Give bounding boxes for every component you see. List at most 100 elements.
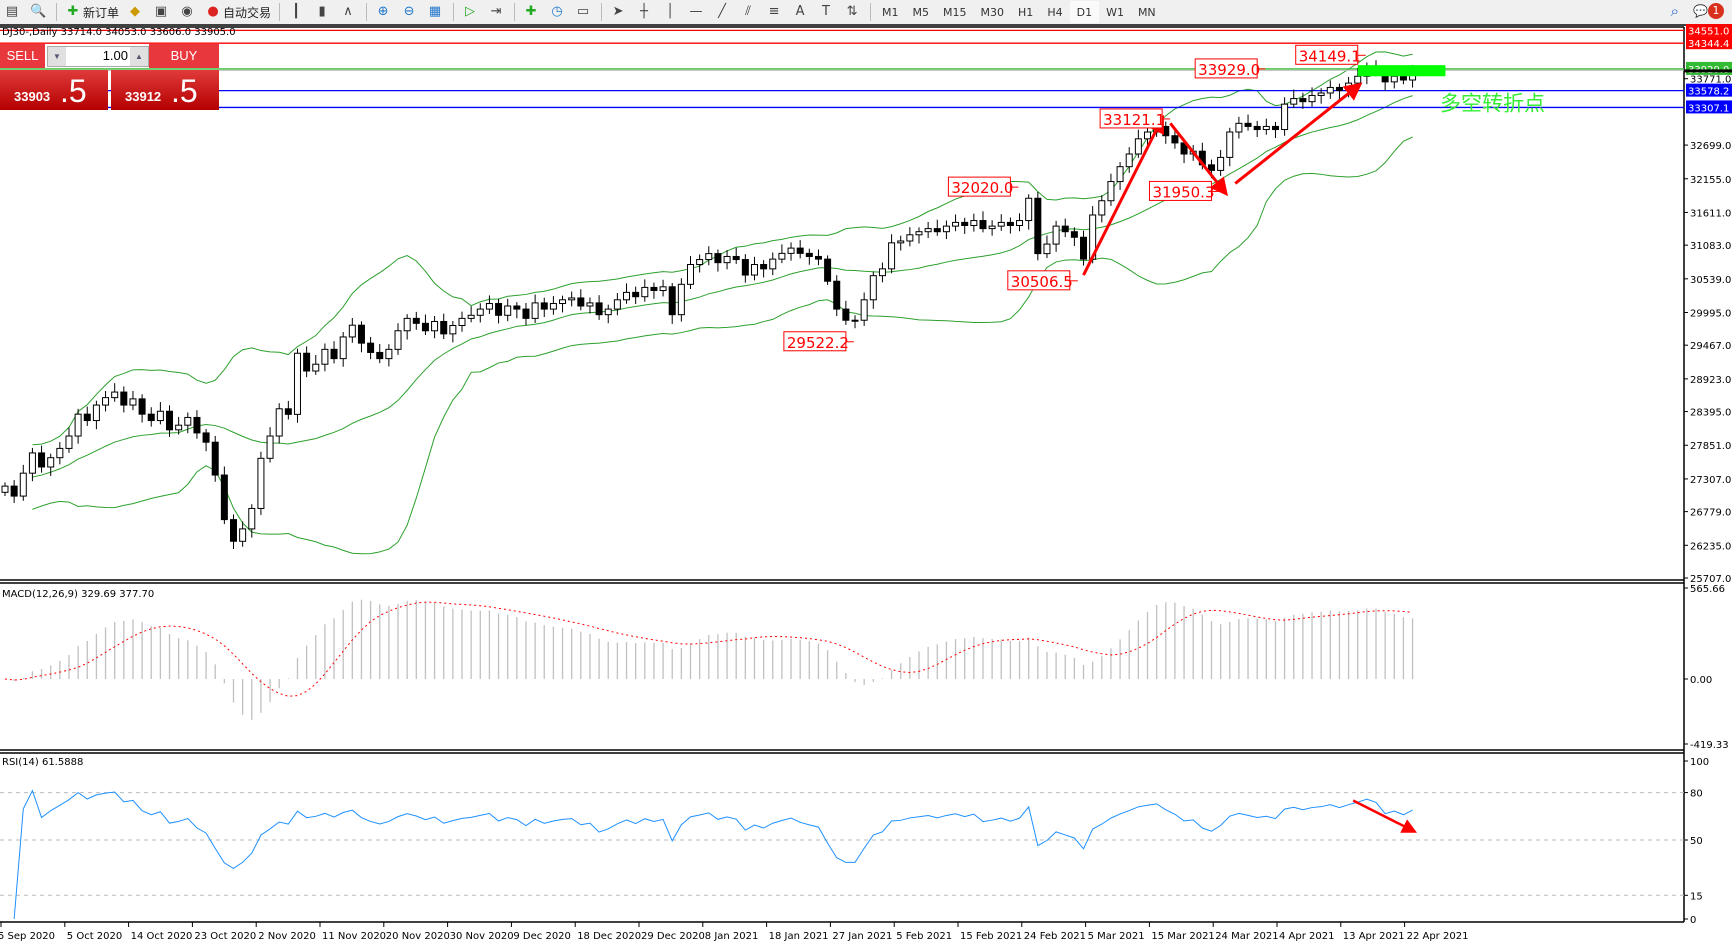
arrows-button[interactable]: ⇅ (840, 1, 866, 23)
bear-candle (412, 317, 420, 324)
timeframe-w1[interactable]: W1 (1106, 5, 1124, 19)
bull-candle (92, 404, 100, 422)
zoom-window-button[interactable]: 🔍 (26, 1, 52, 23)
metaeditor-button[interactable]: ◆ (123, 1, 149, 23)
signals-button[interactable]: ◉ (175, 1, 201, 23)
x-tick-label: 5 Sep 2020 (0, 931, 55, 942)
terminal-button[interactable]: ▣ (149, 1, 175, 23)
timeframe-mn[interactable]: MN (1137, 5, 1156, 19)
cursor-button[interactable]: ➤ (606, 1, 632, 23)
bull-candle (431, 320, 439, 332)
templates-button[interactable]: ▭ (571, 1, 597, 23)
y-tick-label: 27307.0 (1690, 475, 1731, 486)
bull-candle (321, 348, 329, 365)
toolbar-separator (279, 3, 281, 21)
bar-chart-icon: ┃ (292, 4, 300, 19)
crosshair-button[interactable]: ┼ (632, 1, 658, 23)
zoom-in-button[interactable]: ⊕ (371, 1, 397, 23)
vertical-line-button[interactable]: │ (658, 1, 684, 23)
lot-size-stepper[interactable]: ▼ 1.00 ▲ (47, 46, 149, 67)
bull-candle (778, 252, 786, 260)
bear-candle (824, 258, 832, 282)
rsi-line (13, 789, 1413, 920)
sell-price-button[interactable]: 33903 .5 (0, 70, 108, 110)
toolbar-separator (453, 3, 455, 21)
bar-chart-button[interactable]: ┃ (284, 1, 310, 23)
timeframe-d1[interactable]: D1 (1069, 1, 1100, 23)
periods-icon: ◷ (551, 4, 563, 19)
bear-candle (166, 410, 174, 431)
bear-candle (211, 441, 219, 476)
bull-candle (623, 291, 631, 301)
bear-candle (1171, 135, 1179, 144)
text-button[interactable]: A (788, 1, 814, 23)
bull-candle (1144, 131, 1151, 140)
bull-candle (1290, 98, 1298, 105)
bull-candle (942, 225, 950, 233)
indicators-button[interactable]: ✚ (519, 1, 545, 23)
notifications-button[interactable]: 💬 1 (1693, 3, 1724, 19)
new-chart-icon: ▤ (5, 4, 19, 19)
candlestick-button[interactable]: ▮ (310, 1, 336, 23)
equidistant-channel-button[interactable]: ⫽ (736, 1, 762, 23)
bull-candle (1326, 86, 1334, 94)
metaeditor-icon: ◆ (130, 4, 141, 19)
line-chart-button[interactable]: ∧ (336, 1, 362, 23)
search-icon[interactable]: ⌕ (1670, 2, 1680, 20)
bull-candle (997, 221, 1005, 227)
y-tick-label: 28395.0 (1690, 408, 1731, 419)
toolbar-label: 新订单 (83, 5, 120, 20)
x-tick-label: 11 Nov 2020 (322, 931, 386, 942)
cursor-icon: ➤ (612, 4, 624, 19)
text-label-button[interactable]: T (814, 1, 840, 23)
timeframe-h1[interactable]: H1 (1018, 5, 1034, 19)
y-tick-label: 26779.0 (1690, 508, 1731, 519)
new-chart-button[interactable]: ▤ (0, 1, 26, 23)
auto-trading-button[interactable]: ● 自动交易 (201, 1, 275, 23)
trendline-button[interactable]: ╱ (710, 1, 736, 23)
zoom-out-icon: ⊖ (403, 4, 415, 19)
bull-candle (769, 258, 777, 270)
buy-price-button[interactable]: 33912 .5 (111, 70, 219, 110)
lot-size-input[interactable]: 1.00 (102, 48, 128, 63)
decrease-lot-button[interactable]: ▼ (48, 47, 66, 66)
bear-candle (1253, 125, 1261, 131)
increase-lot-button[interactable]: ▲ (130, 47, 148, 66)
bear-candle (303, 352, 311, 372)
bear-candle (367, 342, 375, 353)
fibonacci-button[interactable]: ≡ (762, 1, 788, 23)
sell-button[interactable]: SELL (0, 44, 45, 68)
bear-candle (421, 322, 429, 332)
bull-candle (787, 247, 795, 254)
timeframe-m30[interactable]: M30 (980, 5, 1005, 19)
timeframe-m1[interactable]: M1 (882, 5, 899, 19)
new-order-button[interactable]: ✚ 新订单 (61, 1, 123, 23)
tile-windows-button[interactable]: ▦ (423, 1, 449, 23)
timeframe-m5[interactable]: M5 (912, 5, 930, 19)
bear-candle (230, 519, 237, 542)
periods-button[interactable]: ◷ (545, 1, 571, 23)
buy-button[interactable]: BUY (149, 44, 219, 68)
bear-candle (1061, 225, 1069, 233)
bull-candle (275, 408, 283, 437)
chart-shift-button[interactable]: ▷ (458, 1, 484, 23)
zoom-out-button[interactable]: ⊖ (397, 1, 423, 23)
timeframe-h4[interactable]: H4 (1047, 5, 1063, 19)
x-tick-label: 24 Mar 2021 (1215, 931, 1278, 942)
bull-candle (102, 397, 110, 406)
bull-candle (988, 225, 996, 230)
horizontal-line-button[interactable]: — (684, 1, 710, 23)
bull-candle (312, 363, 320, 372)
bear-candle (147, 413, 155, 422)
terminal-icon: ▣ (154, 4, 168, 19)
price-tag: 34344.4 (1688, 39, 1729, 50)
bear-candle (1034, 197, 1042, 255)
x-tick-label: 9 Dec 2020 (513, 931, 571, 942)
price-label: 31950.3 (1152, 183, 1214, 201)
highlight-zone (1357, 65, 1446, 77)
macd-y-label: 565.66 (1690, 584, 1725, 595)
bull-candle (458, 317, 466, 327)
autoscroll-button[interactable]: ⇥ (484, 1, 510, 23)
timeframe-m15[interactable]: M15 (943, 5, 967, 19)
